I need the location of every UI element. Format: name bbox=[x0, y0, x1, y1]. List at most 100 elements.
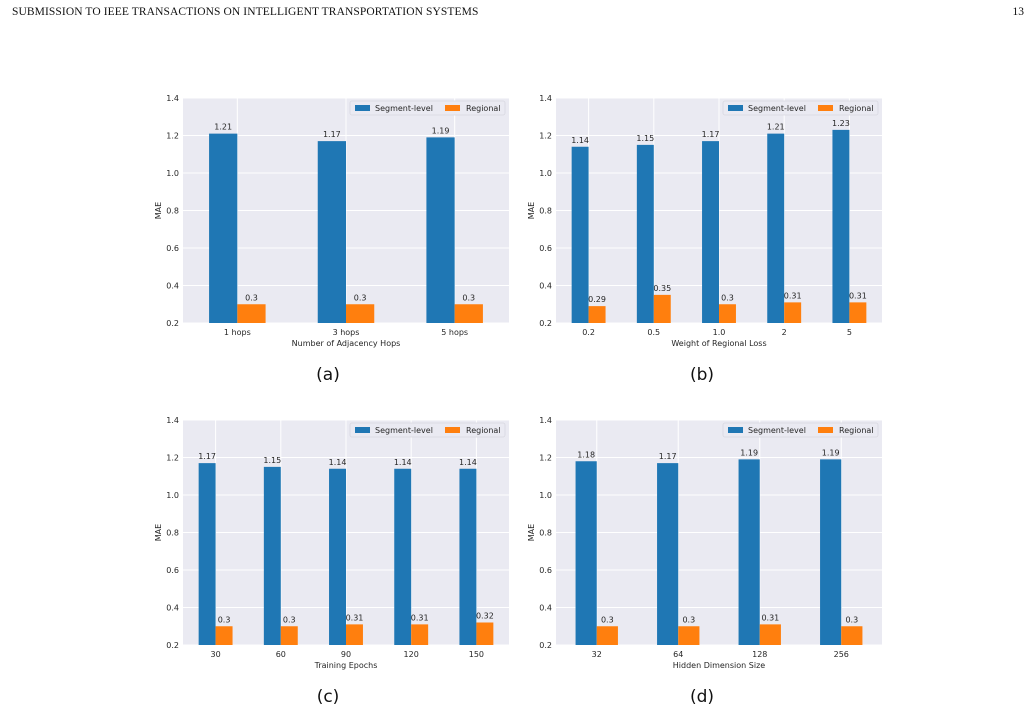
y-axis-label: MAE bbox=[154, 202, 163, 219]
bar-value-label: 1.17 bbox=[323, 130, 341, 139]
bar-value-label: 1.14 bbox=[394, 458, 412, 467]
bar-value-label: 1.19 bbox=[822, 448, 840, 457]
regional-bar bbox=[476, 622, 494, 645]
y-tick-label: 0.8 bbox=[539, 207, 552, 216]
x-axis-label: Hidden Dimension Size bbox=[673, 661, 765, 670]
y-tick-label: 0.4 bbox=[539, 604, 552, 613]
x-tick-label: 32 bbox=[592, 650, 602, 659]
y-tick-label: 1.4 bbox=[539, 94, 552, 103]
regional-bar bbox=[454, 304, 483, 323]
segment-bar bbox=[426, 137, 455, 323]
page-header: SUBMISSION TO IEEE TRANSACTIONS ON INTEL… bbox=[12, 6, 1024, 22]
y-tick-label: 0.2 bbox=[166, 319, 179, 328]
segment-bar bbox=[820, 459, 842, 645]
regional-bar bbox=[719, 304, 736, 323]
bar-value-label: 0.29 bbox=[588, 295, 606, 304]
bar-value-label: 1.14 bbox=[329, 458, 347, 467]
regional-bar bbox=[411, 624, 429, 645]
legend-swatch-segment bbox=[728, 427, 743, 433]
bar-value-label: 1.14 bbox=[571, 136, 589, 145]
panel-label-a: (a) bbox=[316, 365, 340, 385]
segment-bar bbox=[317, 141, 346, 323]
x-tick-label: 150 bbox=[469, 650, 484, 659]
legend: Segment-level Regional bbox=[722, 422, 879, 438]
x-tick-label: 90 bbox=[341, 650, 351, 659]
regional-bar bbox=[841, 626, 863, 645]
bar-value-label: 0.3 bbox=[218, 615, 231, 624]
segment-bar bbox=[636, 144, 654, 323]
legend-swatch-segment bbox=[355, 427, 370, 433]
segment-bar bbox=[394, 468, 412, 645]
bar-value-label: 1.19 bbox=[432, 126, 450, 135]
bar-value-label: 0.31 bbox=[849, 291, 867, 300]
legend-label-segment: Segment-level bbox=[748, 426, 806, 435]
bar-value-label: 0.31 bbox=[761, 613, 779, 622]
y-tick-label: 1.0 bbox=[166, 169, 179, 178]
y-tick-label: 0.6 bbox=[166, 244, 179, 253]
bar-value-label: 0.3 bbox=[354, 293, 367, 302]
legend-label-regional: Regional bbox=[466, 104, 501, 113]
bar-value-label: 1.21 bbox=[767, 123, 785, 132]
regional-bar bbox=[759, 624, 781, 645]
x-tick-label: 1 hops bbox=[224, 328, 251, 337]
y-tick-label: 1.4 bbox=[166, 416, 179, 425]
regional-bar bbox=[588, 306, 606, 323]
chart-d: 0.2 0.4 0.6 0.8 1.0 1.2 1.4 1.18 0.3 32 1.17 0.3 64 1… bbox=[527, 416, 882, 670]
segment-bar bbox=[209, 133, 238, 323]
bar-value-label: 1.17 bbox=[702, 130, 720, 139]
y-tick-label: 0.6 bbox=[166, 566, 179, 575]
legend-label-segment: Segment-level bbox=[375, 104, 433, 113]
regional-bar bbox=[215, 626, 233, 645]
regional-bar bbox=[653, 294, 671, 323]
x-tick-label: 60 bbox=[276, 650, 286, 659]
x-tick-label: 2 bbox=[782, 328, 787, 337]
legend-swatch-regional bbox=[818, 105, 833, 111]
legend: Segment-level Regional bbox=[349, 100, 506, 116]
y-tick-label: 0.2 bbox=[539, 319, 552, 328]
bar-value-label: 0.3 bbox=[601, 615, 614, 624]
regional-bar bbox=[280, 626, 298, 645]
y-axis-label: MAE bbox=[527, 524, 536, 541]
bar-value-label: 0.3 bbox=[462, 293, 475, 302]
bar-value-label: 0.3 bbox=[245, 293, 258, 302]
y-tick-label: 0.8 bbox=[539, 529, 552, 538]
x-tick-label: 5 hops bbox=[441, 328, 468, 337]
segment-bar bbox=[198, 463, 216, 645]
y-tick-label: 1.2 bbox=[539, 454, 552, 463]
segment-bar bbox=[657, 463, 679, 645]
legend-swatch-regional bbox=[818, 427, 833, 433]
y-tick-label: 1.2 bbox=[539, 132, 552, 141]
y-tick-label: 0.4 bbox=[166, 604, 179, 613]
y-tick-label: 0.8 bbox=[166, 529, 179, 538]
regional-bar bbox=[346, 304, 375, 323]
panel-label-d: (d) bbox=[689, 687, 715, 707]
bar-value-label: 0.3 bbox=[682, 615, 695, 624]
bar-value-label: 0.31 bbox=[784, 291, 802, 300]
bar-value-label: 1.15 bbox=[263, 456, 281, 465]
legend-swatch-segment bbox=[355, 105, 370, 111]
bar-value-label: 0.3 bbox=[283, 615, 296, 624]
bar-value-label: 0.3 bbox=[845, 615, 858, 624]
x-tick-label: 0.2 bbox=[582, 328, 595, 337]
x-tick-label: 1.0 bbox=[713, 328, 726, 337]
panel-label-b: (b) bbox=[689, 365, 715, 385]
y-tick-label: 0.8 bbox=[166, 207, 179, 216]
chart-b: 0.20.40.60.81.01.21.41.140.290.21.150.35… bbox=[527, 94, 882, 348]
bar-value-label: 0.31 bbox=[411, 613, 429, 622]
chart-a: 0.2 0.4 0.6 0.8 1.0 1.2 1.4 1.21 0.3 1 hops 1.17 0.… bbox=[154, 94, 509, 348]
x-tick-label: 5 bbox=[847, 328, 852, 337]
legend-box bbox=[349, 100, 506, 116]
regional-bar bbox=[346, 624, 363, 645]
segment-bar bbox=[575, 461, 597, 645]
segment-bar bbox=[459, 468, 477, 645]
segment-bar bbox=[263, 466, 281, 645]
bar-value-label: 0.32 bbox=[476, 612, 494, 621]
y-tick-label: 1.0 bbox=[539, 169, 552, 178]
panel-label-c: (c) bbox=[316, 687, 340, 707]
y-tick-label: 1.0 bbox=[166, 491, 179, 500]
legend-label-segment: Segment-level bbox=[375, 426, 433, 435]
y-axis-label: MAE bbox=[527, 202, 536, 219]
legend-label-regional: Regional bbox=[839, 104, 874, 113]
x-tick-label: 3 hops bbox=[333, 328, 360, 337]
bar-value-label: 0.35 bbox=[653, 284, 671, 293]
